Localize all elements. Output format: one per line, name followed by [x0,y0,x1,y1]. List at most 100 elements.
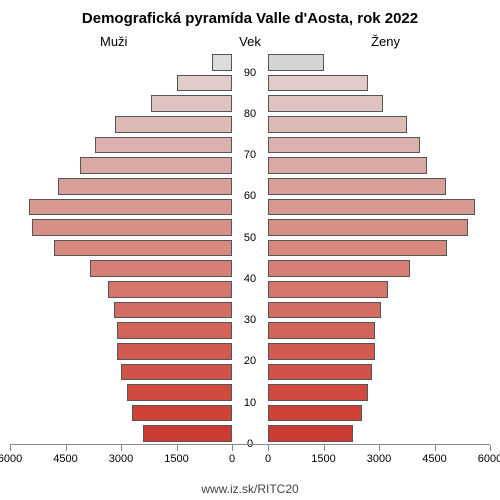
bar-row-female [268,217,490,238]
bar-male-25 [117,322,232,339]
bar-male-10 [127,384,232,401]
age-tick-90: 90 [232,67,268,79]
bar-female-30 [268,302,381,319]
bar-female-65 [268,157,427,174]
bar-row-female [268,403,490,424]
age-tick-10: 10 [232,397,268,409]
bar-female-60 [268,178,446,195]
bar-male-5 [132,405,232,422]
bar-row-male [10,217,232,238]
x-tick [490,445,491,451]
bar-row-male [10,382,232,403]
bar-female-15 [268,364,372,381]
age-tick-40: 40 [232,273,268,285]
bar-male-15 [121,364,232,381]
bar-female-40 [268,260,410,277]
x-tick-label: 1500 [311,453,335,465]
bars-female [268,52,490,444]
x-tick [10,445,11,451]
bar-row-female [268,382,490,403]
bar-male-90 [212,54,232,71]
bar-row-male [10,52,232,73]
x-tick [435,445,436,451]
age-tick-50: 50 [232,232,268,244]
bar-female-35 [268,281,388,298]
x-tick-label: 3000 [109,453,133,465]
bar-female-80 [268,95,383,112]
bar-female-25 [268,322,375,339]
bar-row-male [10,341,232,362]
bar-row-female [268,176,490,197]
bar-male-85 [177,75,233,92]
bar-row-female [268,114,490,135]
bar-male-0 [143,425,232,442]
x-tick-label: 0 [229,453,235,465]
x-tick-label: 4500 [53,453,77,465]
bar-row-female [268,73,490,94]
bar-female-5 [268,405,362,422]
x-tick [268,445,269,451]
bar-male-50 [32,219,232,236]
bar-female-50 [268,219,468,236]
x-tick [232,445,233,451]
pyramid-chart: 0102030405060708090 [10,52,490,444]
bar-row-male [10,73,232,94]
bar-row-male [10,176,232,197]
bar-male-35 [108,281,232,298]
x-tick-label: 4500 [422,453,446,465]
age-tick-30: 30 [232,314,268,326]
bar-female-70 [268,137,420,154]
bar-male-20 [117,343,232,360]
bar-row-female [268,279,490,300]
bar-male-45 [54,240,232,257]
bar-row-male [10,135,232,156]
bar-row-female [268,52,490,73]
bar-female-55 [268,199,475,216]
x-tick-label: 1500 [164,453,188,465]
x-tick [66,445,67,451]
bar-row-male [10,114,232,135]
bar-row-male [10,197,232,218]
x-tick [379,445,380,451]
bar-female-75 [268,116,407,133]
bar-male-75 [115,116,232,133]
bar-male-30 [114,302,232,319]
bar-male-60 [58,178,232,195]
chart-title: Demografická pyramída Valle d'Aosta, rok… [0,0,500,27]
bar-female-90 [268,54,324,71]
age-tick-80: 80 [232,108,268,120]
bars-male [10,52,232,444]
label-women: Ženy [371,34,400,49]
x-tick-label: 0 [265,453,271,465]
bar-row-female [268,300,490,321]
bar-row-female [268,93,490,114]
bar-row-male [10,93,232,114]
bar-row-male [10,362,232,383]
bar-row-female [268,155,490,176]
bar-row-female [268,341,490,362]
bar-male-55 [29,199,233,216]
bar-row-female [268,362,490,383]
bar-row-female [268,135,490,156]
x-tick [121,445,122,451]
bar-row-female [268,423,490,444]
age-tick-60: 60 [232,190,268,202]
bar-female-20 [268,343,375,360]
bar-female-85 [268,75,368,92]
label-men: Muži [100,34,127,49]
bar-row-male [10,300,232,321]
bar-female-0 [268,425,353,442]
x-tick-label: 6000 [478,453,500,465]
bar-row-female [268,258,490,279]
label-age: Vek [239,34,261,49]
bar-row-male [10,258,232,279]
bar-row-male [10,320,232,341]
age-tick-70: 70 [232,149,268,161]
bar-row-male [10,238,232,259]
bar-row-male [10,403,232,424]
x-tick [324,445,325,451]
age-axis: 0102030405060708090 [232,52,268,444]
source-url: www.iz.sk/RITC20 [0,482,500,496]
bar-female-10 [268,384,368,401]
bar-male-70 [95,137,232,154]
